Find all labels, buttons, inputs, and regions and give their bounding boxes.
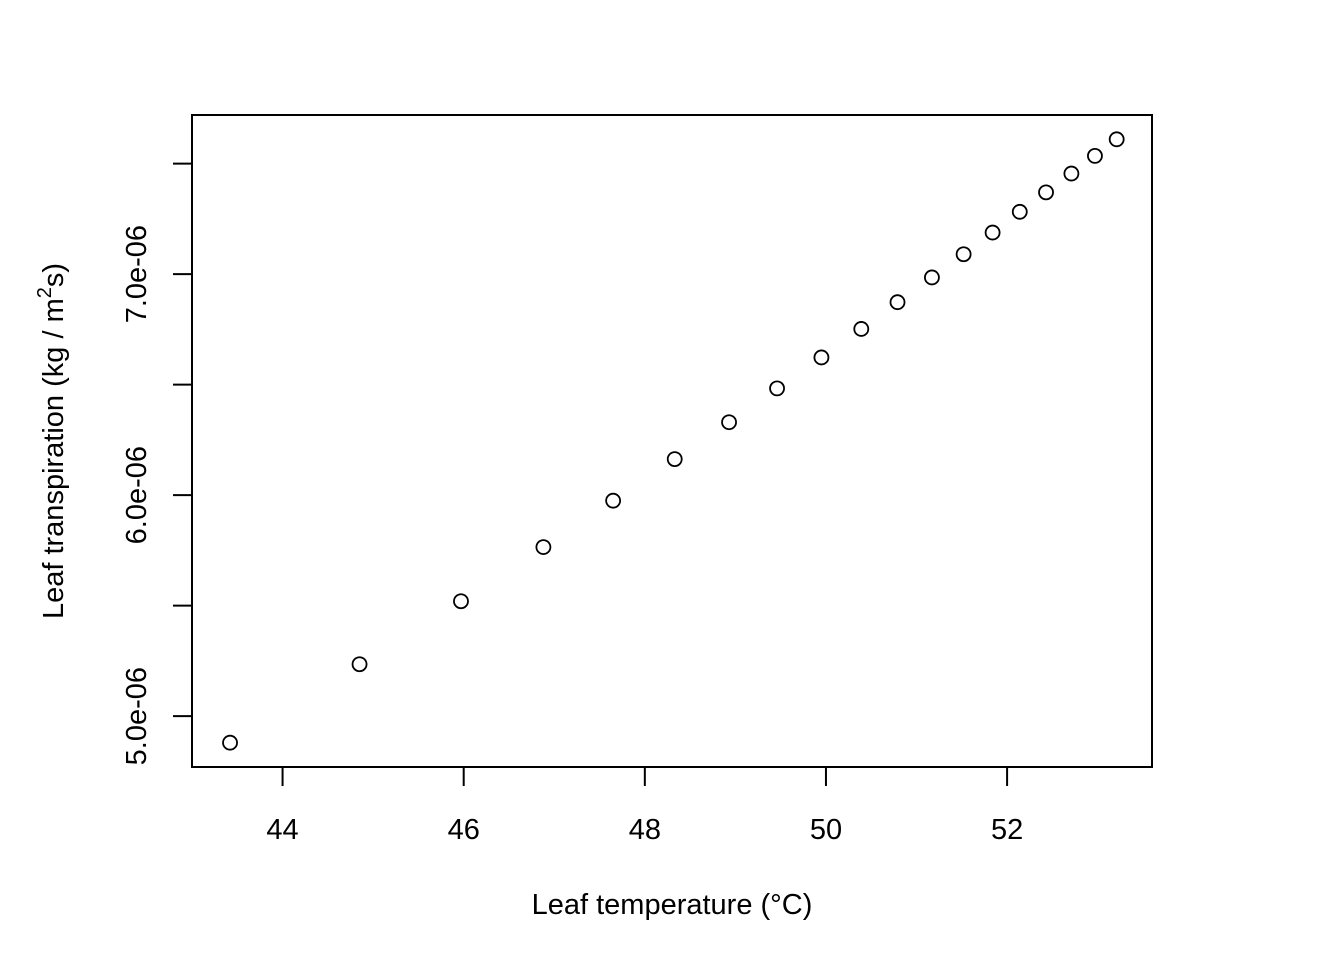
data-point bbox=[666, 451, 683, 468]
data-point bbox=[1011, 203, 1028, 220]
y-axis: 5.0e-06 6.0e-06 7.0e-06 bbox=[121, 162, 193, 765]
data-point bbox=[453, 593, 469, 610]
y-axis-label: Leaf transpiration (kg / m2s) bbox=[34, 263, 70, 619]
y-axis-label-superscript: 2 bbox=[34, 287, 56, 298]
x-axis: 44 46 48 50 52 bbox=[266, 766, 1023, 846]
x-axis-label: Leaf temperature (°C) bbox=[532, 889, 813, 921]
data-point bbox=[721, 414, 737, 431]
data-point bbox=[853, 321, 870, 337]
plot-frame bbox=[191, 114, 1153, 768]
data-point bbox=[889, 294, 906, 311]
data-point bbox=[769, 380, 785, 397]
y-tick-label: 7.0e-06 bbox=[121, 225, 153, 323]
data-point bbox=[924, 269, 940, 286]
y-axis-label-suffix: s) bbox=[38, 263, 70, 287]
y-axis-label-prefix: Leaf transpiration (kg / m bbox=[38, 298, 70, 619]
x-tick-label: 44 bbox=[266, 814, 298, 846]
x-tick-label: 46 bbox=[448, 814, 480, 846]
data-point bbox=[955, 246, 972, 263]
y-tick-label: 5.0e-06 bbox=[121, 667, 153, 765]
data-point bbox=[351, 656, 368, 673]
x-tick-label: 52 bbox=[991, 814, 1023, 846]
x-tick-label: 50 bbox=[810, 814, 842, 846]
data-points bbox=[222, 131, 1125, 751]
data-point bbox=[813, 349, 830, 366]
x-tick-label: 48 bbox=[629, 814, 661, 846]
data-point bbox=[222, 734, 238, 751]
y-tick-label: 6.0e-06 bbox=[121, 446, 153, 544]
data-point bbox=[605, 492, 622, 509]
data-point bbox=[1063, 165, 1080, 182]
data-point bbox=[984, 224, 1001, 241]
data-point bbox=[1108, 131, 1125, 148]
data-point bbox=[535, 539, 552, 555]
data-point bbox=[1087, 147, 1103, 164]
data-point bbox=[1038, 184, 1054, 201]
